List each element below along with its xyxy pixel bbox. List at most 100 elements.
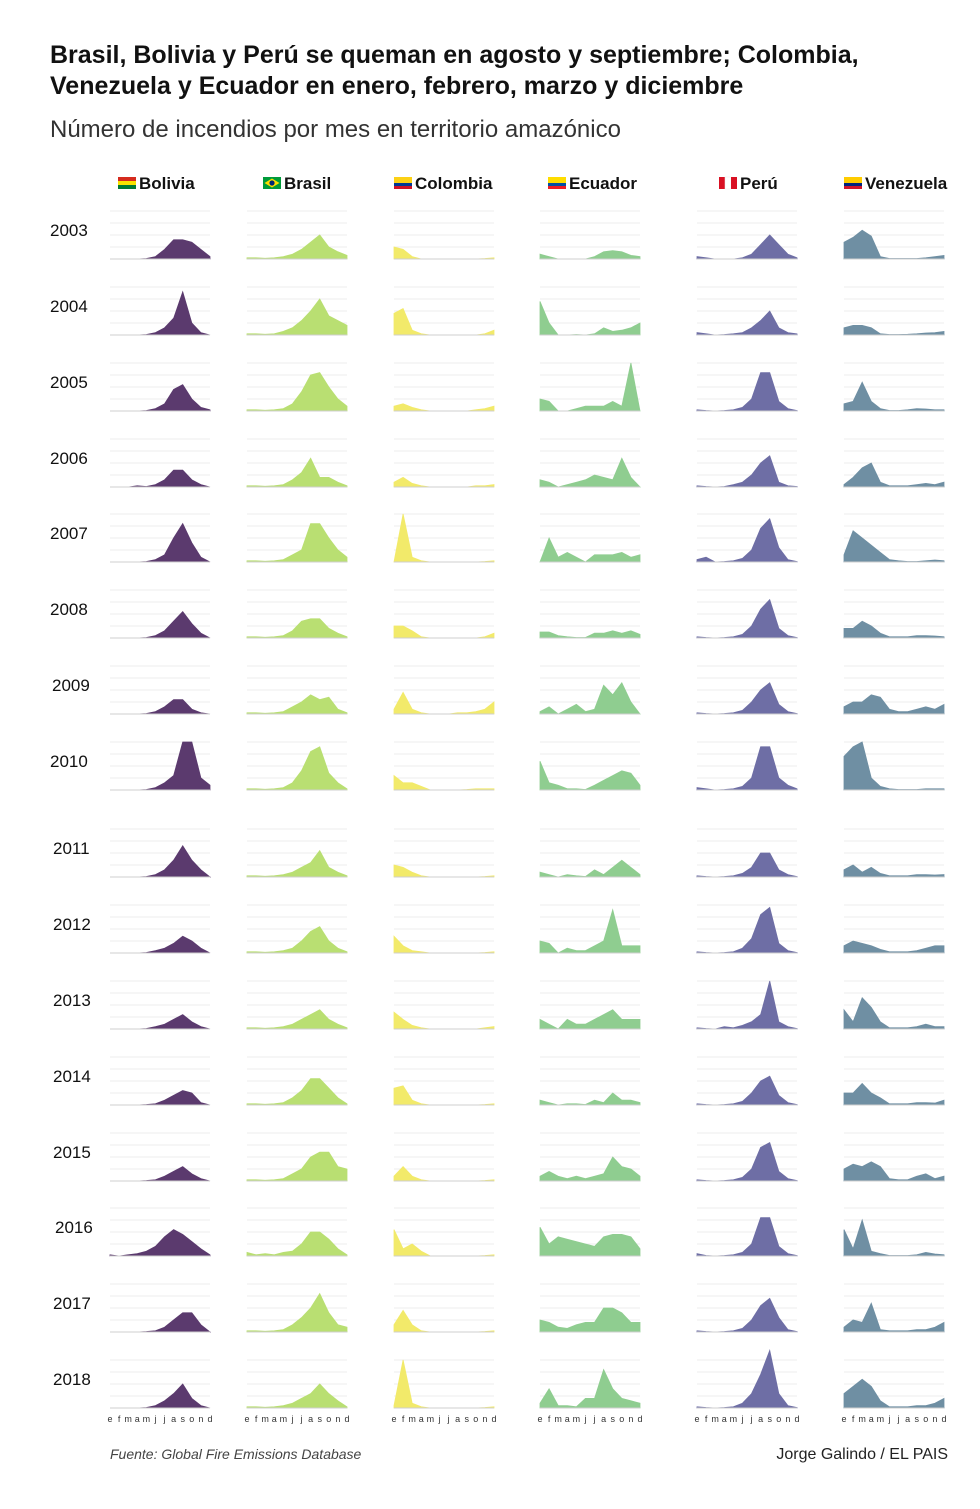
- month-tick-label: n: [785, 1414, 790, 1424]
- month-tick-label: n: [628, 1414, 633, 1424]
- year-label: 2014: [53, 1067, 91, 1086]
- area-ecuador-2005: [539, 362, 641, 412]
- month-tick-label: e: [841, 1414, 846, 1424]
- area-venezuela-2004: [843, 325, 945, 336]
- ecuador-flag-icon: [548, 186, 566, 189]
- month-tick-label: j: [897, 1414, 900, 1424]
- month-tick-label: f: [548, 1414, 551, 1424]
- month-tick-label: m: [124, 1414, 132, 1424]
- area-colombia-2004: [393, 308, 495, 336]
- month-tick-label: e: [537, 1414, 542, 1424]
- month-tick-label: a: [308, 1414, 313, 1424]
- month-tick-label: e: [391, 1414, 396, 1424]
- year-label: 2006: [50, 449, 88, 468]
- area-venezuela-2018: [843, 1378, 945, 1409]
- area-ecuador-2009: [539, 682, 641, 715]
- month-tick-label: m: [408, 1414, 416, 1424]
- venezuela-flag-icon: [844, 183, 862, 186]
- area-colombia-2016: [393, 1229, 495, 1257]
- column-header-venezuela: Venezuela: [865, 174, 948, 193]
- area-brasil-2008: [246, 618, 348, 639]
- area-venezuela-2016: [843, 1218, 945, 1257]
- area-ecuador-2017: [539, 1307, 641, 1333]
- area-peru-2012: [696, 906, 798, 954]
- year-label: 2003: [50, 221, 88, 240]
- peru-flag-icon: [719, 177, 725, 189]
- month-tick-label: f: [852, 1414, 855, 1424]
- month-tick-label: a: [419, 1414, 424, 1424]
- area-peru-2015: [696, 1142, 798, 1182]
- month-tick-label: a: [758, 1414, 763, 1424]
- year-label: 2012: [53, 915, 91, 934]
- area-brasil-2006: [246, 457, 348, 488]
- area-ecuador-2003: [539, 250, 641, 260]
- month-tick-label: m: [261, 1414, 269, 1424]
- area-brasil-2013: [246, 1009, 348, 1030]
- month-tick-label: s: [767, 1414, 772, 1424]
- area-venezuela-2013: [843, 997, 945, 1030]
- area-peru-2016: [696, 1217, 798, 1257]
- area-colombia-2003: [393, 246, 495, 260]
- month-tick-label: m: [427, 1414, 435, 1424]
- area-bolivia-2011: [110, 845, 212, 878]
- bolivia-flag-icon: [118, 177, 136, 181]
- month-tick-label: j: [163, 1414, 166, 1424]
- area-peru-2018: [696, 1348, 798, 1409]
- area-peru-2006: [696, 455, 798, 488]
- month-tick-label: n: [198, 1414, 203, 1424]
- month-tick-label: f: [118, 1414, 121, 1424]
- month-tick-label: s: [317, 1414, 322, 1424]
- month-tick-label: j: [887, 1414, 890, 1424]
- month-tick-label: o: [619, 1414, 624, 1424]
- area-peru-2017: [696, 1297, 798, 1333]
- area-bolivia-2005: [110, 384, 211, 412]
- year-label: 2011: [53, 839, 90, 858]
- area-brasil-2011: [246, 849, 348, 878]
- month-tick-label: m: [877, 1414, 885, 1424]
- column-header-ecuador: Ecuador: [569, 174, 637, 193]
- area-ecuador-2006: [539, 457, 641, 488]
- chart-title: Brasil, Bolivia y Perú se queman en agos…: [50, 41, 859, 100]
- month-tick-label: a: [869, 1414, 874, 1424]
- column-header-bolivia: Bolivia: [139, 174, 195, 193]
- area-brasil-2012: [246, 926, 348, 954]
- area-peru-2003: [696, 234, 798, 260]
- year-label: 2004: [50, 297, 88, 316]
- month-tick-label: e: [107, 1414, 112, 1424]
- area-peru-2005: [696, 372, 798, 412]
- month-tick-label: d: [344, 1414, 349, 1424]
- month-tick-label: j: [437, 1414, 440, 1424]
- area-colombia-2005: [393, 403, 495, 412]
- month-tick-label: o: [326, 1414, 331, 1424]
- month-tick-label: j: [300, 1414, 303, 1424]
- area-bolivia-2016: [109, 1229, 211, 1257]
- colombia-flag-icon: [394, 186, 412, 189]
- area-ecuador-2016: [539, 1227, 641, 1257]
- year-label: 2013: [53, 991, 91, 1010]
- year-label: 2008: [50, 600, 88, 619]
- month-tick-label: f: [402, 1414, 405, 1424]
- area-ecuador-2012: [539, 908, 641, 954]
- area-venezuela-2015: [843, 1161, 945, 1182]
- month-tick-label: j: [583, 1414, 586, 1424]
- year-label: 2005: [50, 373, 88, 392]
- year-label: 2018: [53, 1370, 91, 1389]
- area-peru-2010: [696, 746, 798, 791]
- area-peru-2004: [696, 310, 798, 336]
- area-ecuador-2018: [539, 1368, 641, 1409]
- credit-note: Jorge Galindo / EL PAIS: [776, 1446, 948, 1463]
- month-tick-label: n: [482, 1414, 487, 1424]
- ecuador-flag-icon: [548, 177, 566, 183]
- month-tick-label: s: [464, 1414, 469, 1424]
- area-colombia-2011: [393, 864, 495, 878]
- area-bolivia-2004: [110, 290, 211, 336]
- area-brasil-2003: [246, 234, 348, 260]
- area-peru-2007: [696, 518, 798, 563]
- month-tick-label: o: [923, 1414, 928, 1424]
- month-tick-label: o: [473, 1414, 478, 1424]
- peru-flag-icon-white: [724, 176, 732, 190]
- venezuela-flag-icon: [844, 177, 862, 183]
- area-venezuela-2011: [843, 864, 945, 878]
- area-brasil-2014: [246, 1078, 348, 1106]
- month-tick-label: o: [189, 1414, 194, 1424]
